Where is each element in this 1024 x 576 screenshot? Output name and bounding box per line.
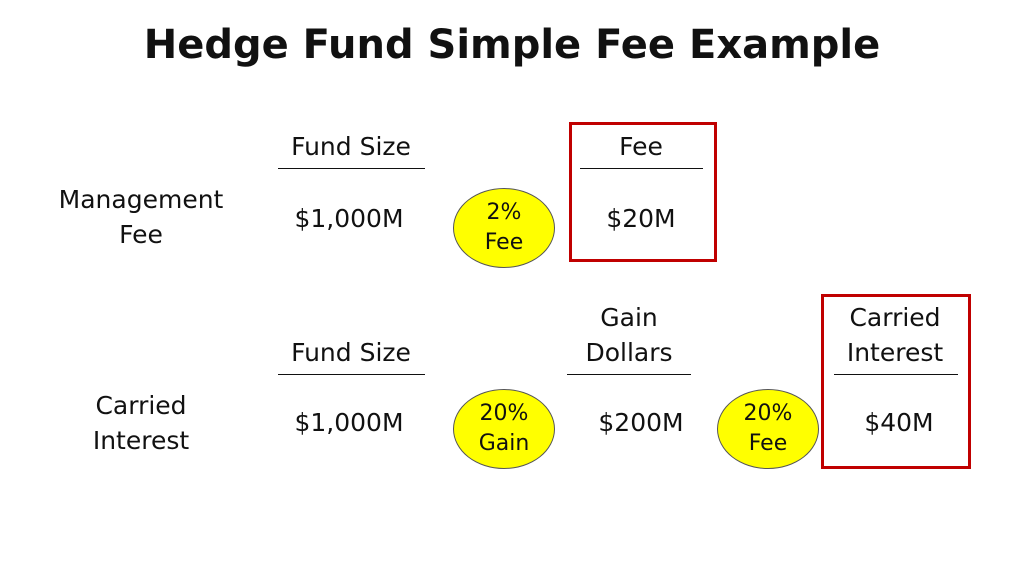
carried-interest-result-box <box>821 294 971 469</box>
gain-header-line2: Dollars <box>585 338 673 367</box>
fee-rate-ellipse: 2% Fee <box>453 188 555 268</box>
carried-interest-header: Carried Interest <box>795 300 995 370</box>
page-title: Hedge Fund Simple Fee Example <box>143 22 881 68</box>
fund-size-header: Fund Size <box>291 132 411 161</box>
header-divider <box>278 168 425 169</box>
fee-rate-line1: 2% <box>486 200 522 225</box>
fee-rate-line2: Fee <box>748 431 788 456</box>
fund-size-header: Fund Size <box>291 338 411 367</box>
fund-size-value: $1,000M <box>294 408 404 437</box>
gain-header-line1: Gain <box>600 303 658 332</box>
fee-rate-line1: 20% <box>743 401 793 426</box>
fee-result-box <box>569 122 717 262</box>
gain-rate-line1: 20% <box>479 401 529 426</box>
gain-dollars-header: Gain Dollars <box>529 300 729 370</box>
header-divider <box>567 374 691 375</box>
row-label-management-fee: Management Fee <box>41 182 241 252</box>
row-label-carried-interest: Carried Interest <box>41 388 241 458</box>
gain-rate-ellipse: 20% Gain <box>453 389 555 469</box>
header-divider <box>580 168 703 169</box>
row-label-line1: Carried <box>95 391 187 420</box>
fee-rate-line2: Fee <box>484 230 524 255</box>
header-divider <box>834 374 958 375</box>
gain-rate-line2: Gain <box>478 431 530 456</box>
row-label-line1: Management <box>58 185 224 214</box>
fee-value: $20M <box>606 204 676 233</box>
gain-value: $200M <box>598 408 684 437</box>
row-label-line2: Fee <box>119 220 163 249</box>
fee-rate-ellipse: 20% Fee <box>717 389 819 469</box>
result-header-line1: Carried <box>849 303 941 332</box>
carried-interest-value: $40M <box>864 408 934 437</box>
row-label-line2: Interest <box>92 426 190 455</box>
fee-header: Fee <box>619 132 663 161</box>
fund-size-value: $1,000M <box>294 204 404 233</box>
header-divider <box>278 374 425 375</box>
result-header-line2: Interest <box>846 338 944 367</box>
